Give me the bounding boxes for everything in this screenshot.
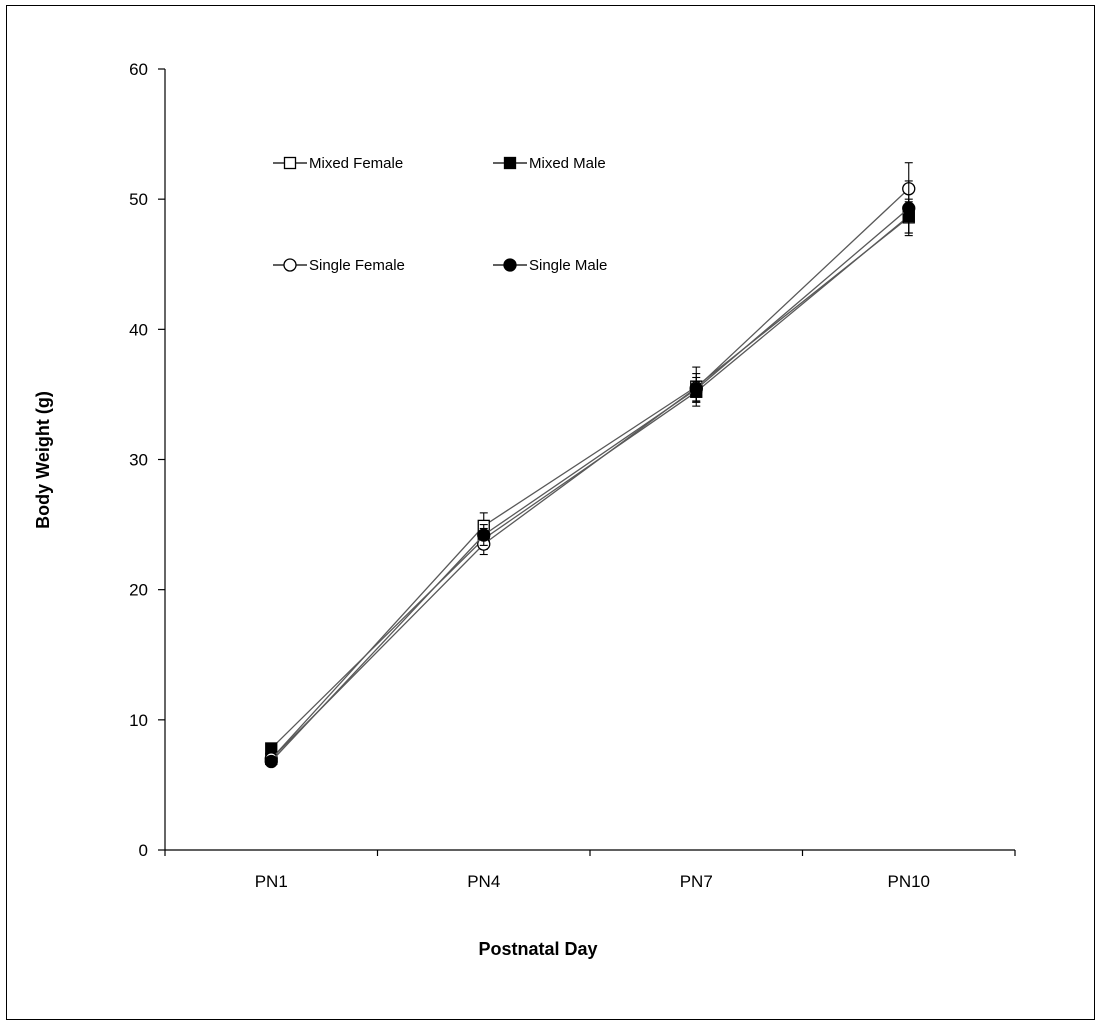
series-line <box>270 188 910 760</box>
y-ticks: 0 10 20 30 40 50 60 <box>129 60 165 860</box>
series-single-male <box>264 180 916 769</box>
data-point <box>689 382 703 396</box>
series-layer <box>264 162 916 769</box>
x-tick-label: PN1 <box>255 872 288 891</box>
y-tick-label: 10 <box>129 711 148 730</box>
x-tick-label: PN4 <box>467 872 500 891</box>
y-tick-label: 60 <box>129 60 148 79</box>
series-single-female <box>264 162 916 766</box>
legend-marker <box>503 156 517 170</box>
y-tick-label: 40 <box>129 320 148 339</box>
legend-label: Mixed Male <box>529 155 606 172</box>
series-mixed-male <box>265 198 915 755</box>
legend-label: Mixed Female <box>309 155 403 172</box>
data-point <box>477 528 491 542</box>
legend-marker <box>283 258 297 272</box>
legend-item: Single Male <box>493 257 607 274</box>
legend-marker <box>283 156 297 170</box>
chart-frame <box>6 5 1095 1020</box>
series-line <box>270 215 910 749</box>
axes <box>164 69 1015 851</box>
y-tick-label: 50 <box>129 190 148 209</box>
legend-item: Mixed Male <box>493 155 606 172</box>
y-tick-label: 0 <box>139 841 148 860</box>
x-tick-label: PN7 <box>680 872 713 891</box>
data-point <box>264 754 278 769</box>
legend-label: Single Female <box>309 257 405 274</box>
series-line <box>270 207 910 762</box>
legend: Mixed Female Mixed Male Single Female Singl… <box>273 155 607 274</box>
y-axis-title: Body Weight (g) <box>33 391 53 529</box>
x-axis-title: Postnatal Day <box>478 939 597 959</box>
legend-marker <box>503 258 517 272</box>
legend-label: Single Male <box>529 257 607 274</box>
legend-item: Single Female <box>273 257 405 274</box>
y-tick-label: 20 <box>129 581 148 600</box>
x-ticks: PN1 PN4 PN7 PN10 <box>164 850 1016 891</box>
x-tick-label: PN10 <box>887 872 930 891</box>
y-tick-label: 30 <box>129 451 148 470</box>
data-point <box>902 201 916 215</box>
series-line <box>270 216 910 760</box>
legend-item: Mixed Female <box>273 155 403 172</box>
